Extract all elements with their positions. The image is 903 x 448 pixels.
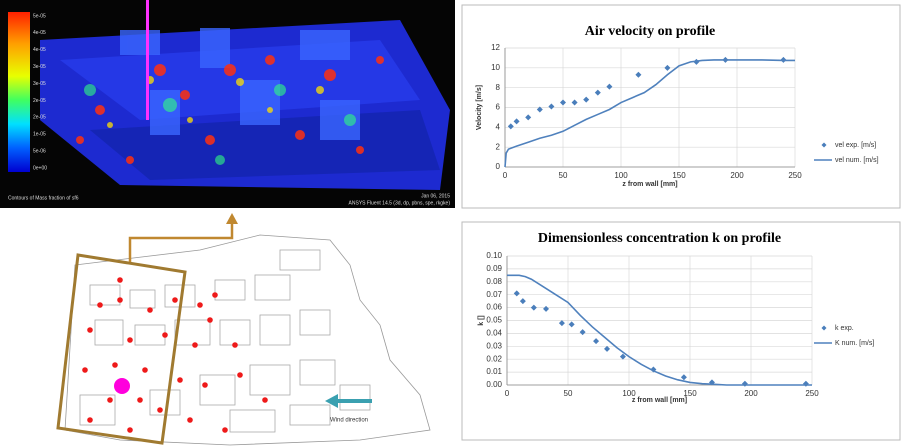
y-tick-label: 0.08 xyxy=(486,277,502,286)
colorbar-label: 4e-05 xyxy=(33,47,46,53)
x-tick-label: 100 xyxy=(614,171,628,180)
wind-arrow-head xyxy=(325,394,338,408)
y-tick-label: 0.09 xyxy=(486,264,502,273)
colorbar-label: 1e-05 xyxy=(33,132,46,138)
data-point xyxy=(571,99,578,106)
y-tick-label: 0.00 xyxy=(486,380,502,389)
legend-label: vel num. [m/s] xyxy=(835,157,879,164)
y-axis-label: k [] xyxy=(478,315,485,326)
x-tick-label: 150 xyxy=(672,171,686,180)
y-tick-label: 0.10 xyxy=(486,251,502,260)
x-axis-label: z from wall [mm] xyxy=(632,397,687,404)
data-point xyxy=(579,329,586,336)
chart-frame xyxy=(461,4,901,209)
x-tick-label: 200 xyxy=(730,171,744,180)
data-point xyxy=(543,305,550,312)
y-tick-label: 0.04 xyxy=(486,329,502,338)
colorbar-label: 3e-05 xyxy=(33,64,46,70)
chart-title: Air velocity on profile xyxy=(585,24,716,39)
data-point xyxy=(593,338,600,345)
x-tick-label: 200 xyxy=(744,389,758,398)
cfd-software: ANSYS Fluent 14.5 (3d, dp, pbns, spe, rk… xyxy=(349,200,451,206)
data-point xyxy=(568,321,575,328)
y-tick-label: 2 xyxy=(496,142,501,151)
y-tick-label: 0.01 xyxy=(486,367,502,376)
cfd-caption: Contours of Mass fraction of sf6 xyxy=(8,195,79,201)
y-tick-label: 0.02 xyxy=(486,354,502,363)
cfd-date: Jan 06, 2015 xyxy=(421,193,450,199)
y-tick-label: 12 xyxy=(491,43,500,52)
y-tick-label: 0.03 xyxy=(486,341,502,350)
data-point xyxy=(530,304,537,311)
x-axis-label: z from wall [mm] xyxy=(622,181,677,188)
y-tick-label: 0.06 xyxy=(486,303,502,312)
data-point xyxy=(525,114,532,121)
data-point xyxy=(664,64,671,71)
data-point xyxy=(606,83,613,90)
chart-frame xyxy=(461,221,901,441)
y-tick-label: 6 xyxy=(496,103,501,112)
colorbar-label: 5e-05 xyxy=(33,13,46,19)
data-point xyxy=(594,89,601,96)
data-point xyxy=(513,290,520,297)
data-point xyxy=(583,96,590,103)
x-tick-label: 0 xyxy=(503,171,508,180)
x-tick-label: 100 xyxy=(622,389,636,398)
x-tick-label: 150 xyxy=(683,389,697,398)
site-map xyxy=(64,234,431,446)
data-point xyxy=(536,106,543,113)
y-tick-label: 0.05 xyxy=(486,316,502,325)
data-line xyxy=(507,274,812,386)
colorbar-label: 3e-05 xyxy=(33,81,46,87)
data-point xyxy=(619,353,626,360)
x-tick-label: 250 xyxy=(788,171,802,180)
x-tick-label: 50 xyxy=(559,171,568,180)
link-arrow xyxy=(128,222,234,262)
legend-swatch xyxy=(821,142,827,148)
legend-swatch xyxy=(821,325,827,331)
data-point xyxy=(513,118,520,125)
y-tick-label: 4 xyxy=(496,122,501,131)
wind-label: Wind direction xyxy=(330,418,368,424)
colorbar-label: 5e-06 xyxy=(33,148,46,154)
x-tick-label: 250 xyxy=(805,389,819,398)
x-tick-label: 50 xyxy=(564,389,573,398)
data-point xyxy=(635,71,642,78)
sampling-points xyxy=(82,277,268,433)
y-tick-label: 0 xyxy=(496,162,501,171)
y-tick-label: 10 xyxy=(491,63,500,72)
cfd-image xyxy=(0,0,455,208)
x-tick-label: 0 xyxy=(505,389,510,398)
data-point xyxy=(548,103,555,110)
data-point xyxy=(560,99,566,106)
link-arrow-head xyxy=(226,213,238,224)
data-point xyxy=(680,374,687,381)
legend-label: vel exp. [m/s] xyxy=(835,142,876,149)
legend-label: K num. [m/s] xyxy=(835,340,874,347)
source-point xyxy=(114,378,130,394)
colorbar-label: 2e-05 xyxy=(33,98,46,104)
y-tick-label: 0.07 xyxy=(486,290,502,299)
colorbar-label: 4e-05 xyxy=(33,30,46,36)
chart-title: Dimensionless concentration k on profile xyxy=(538,231,781,246)
legend-label: k exp. xyxy=(835,325,854,332)
data-point xyxy=(519,298,526,305)
data-point xyxy=(604,345,611,352)
data-line xyxy=(504,59,795,168)
focus-area xyxy=(56,253,187,445)
colorbar-label: 2e-05 xyxy=(33,115,46,121)
colorbar-label: 0e+00 xyxy=(33,165,47,171)
data-point xyxy=(558,320,565,327)
y-axis-label: Velocity [m/s] xyxy=(476,85,483,130)
y-tick-label: 8 xyxy=(496,83,501,92)
data-point xyxy=(507,123,514,130)
